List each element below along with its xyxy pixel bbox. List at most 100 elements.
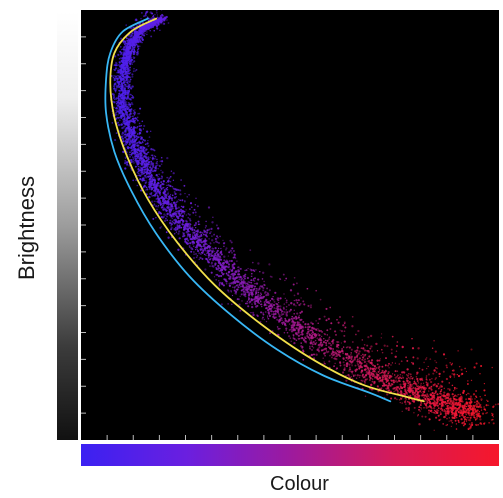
data-point bbox=[161, 216, 164, 219]
data-point bbox=[333, 365, 335, 367]
data-point bbox=[174, 188, 177, 191]
data-point bbox=[155, 205, 158, 208]
data-point bbox=[376, 385, 379, 388]
data-point bbox=[127, 84, 130, 86]
data-point bbox=[352, 370, 354, 372]
data-point bbox=[494, 403, 497, 406]
data-point bbox=[183, 234, 186, 237]
data-point bbox=[173, 210, 175, 212]
data-point bbox=[137, 146, 140, 148]
data-point bbox=[315, 353, 318, 356]
data-point bbox=[218, 281, 222, 284]
data-point bbox=[259, 270, 261, 273]
data-point bbox=[313, 353, 315, 356]
data-point bbox=[115, 107, 118, 110]
data-point bbox=[114, 64, 118, 67]
data-point bbox=[425, 375, 428, 377]
data-point bbox=[188, 193, 190, 196]
data-point bbox=[124, 156, 127, 159]
data-point bbox=[134, 159, 136, 162]
data-point bbox=[165, 181, 168, 184]
data-point bbox=[194, 252, 198, 255]
data-point bbox=[342, 357, 345, 360]
data-point bbox=[296, 292, 300, 295]
data-point bbox=[184, 200, 186, 203]
data-point bbox=[135, 43, 138, 46]
data-point bbox=[239, 275, 242, 278]
data-point bbox=[129, 98, 132, 101]
data-point bbox=[329, 342, 331, 345]
data-point bbox=[440, 385, 443, 388]
data-point bbox=[129, 103, 132, 106]
data-point bbox=[370, 384, 373, 386]
data-point bbox=[243, 286, 246, 289]
data-point bbox=[118, 61, 121, 64]
data-point bbox=[343, 340, 346, 343]
data-point bbox=[249, 300, 252, 303]
data-point bbox=[235, 284, 238, 287]
data-point bbox=[200, 234, 203, 237]
data-point bbox=[251, 295, 254, 297]
data-point bbox=[416, 415, 419, 417]
data-point bbox=[137, 112, 139, 115]
data-point bbox=[377, 374, 380, 377]
data-point bbox=[428, 387, 430, 390]
data-point bbox=[315, 333, 318, 336]
data-point bbox=[232, 249, 235, 253]
data-point bbox=[211, 250, 214, 254]
data-point bbox=[450, 363, 453, 366]
data-point bbox=[155, 192, 158, 195]
data-point bbox=[152, 165, 155, 168]
data-point bbox=[438, 419, 441, 422]
data-point bbox=[174, 220, 177, 224]
data-point bbox=[381, 351, 384, 354]
data-point bbox=[245, 302, 249, 305]
data-point bbox=[447, 396, 450, 400]
data-point bbox=[455, 395, 458, 398]
data-point bbox=[150, 35, 153, 38]
data-point bbox=[207, 244, 210, 248]
data-point bbox=[118, 108, 120, 110]
data-point bbox=[443, 415, 446, 419]
data-point bbox=[150, 148, 153, 151]
data-point bbox=[117, 74, 119, 77]
data-point bbox=[392, 379, 395, 382]
data-point bbox=[250, 269, 253, 272]
data-point bbox=[241, 300, 243, 302]
data-point bbox=[189, 228, 192, 231]
data-point bbox=[471, 424, 473, 426]
data-point bbox=[159, 29, 161, 31]
data-point bbox=[410, 375, 412, 378]
data-point bbox=[421, 368, 424, 371]
data-point bbox=[364, 364, 367, 367]
data-point bbox=[131, 148, 134, 150]
data-point bbox=[150, 161, 152, 163]
data-point bbox=[374, 368, 377, 371]
data-point bbox=[167, 191, 169, 193]
data-point bbox=[461, 399, 464, 401]
data-point bbox=[198, 223, 201, 225]
data-point bbox=[251, 261, 254, 264]
data-point bbox=[477, 405, 480, 408]
data-point bbox=[328, 338, 330, 340]
data-point bbox=[457, 350, 459, 352]
data-point bbox=[282, 307, 285, 310]
data-point bbox=[404, 400, 407, 402]
data-point bbox=[322, 341, 326, 344]
data-point bbox=[375, 342, 378, 346]
data-point bbox=[463, 419, 466, 422]
data-point bbox=[363, 376, 366, 379]
data-point bbox=[435, 367, 437, 369]
data-point bbox=[124, 99, 126, 102]
data-point bbox=[348, 346, 351, 349]
data-point bbox=[311, 329, 314, 332]
data-point bbox=[364, 358, 366, 360]
data-point bbox=[128, 114, 131, 117]
data-point bbox=[123, 76, 126, 79]
data-point bbox=[326, 334, 328, 336]
data-point bbox=[373, 365, 376, 368]
data-point bbox=[312, 340, 315, 344]
data-point bbox=[257, 262, 260, 265]
data-point bbox=[194, 211, 197, 214]
